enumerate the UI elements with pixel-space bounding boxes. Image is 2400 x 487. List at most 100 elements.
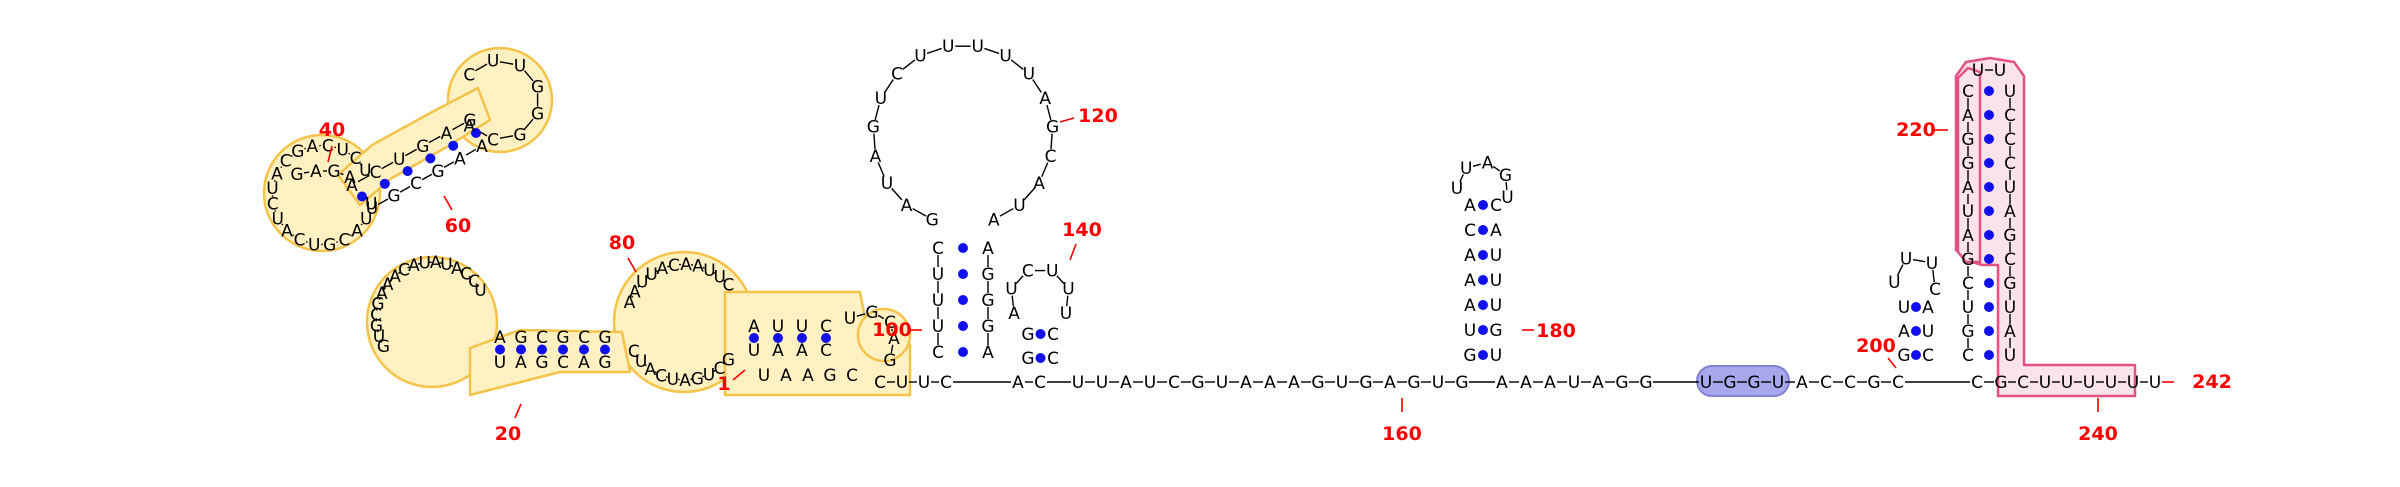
backbone-segment (466, 149, 476, 155)
row-linker160-nt-7: A (1240, 373, 1252, 393)
row-linker200-nt-6: G (1639, 373, 1652, 393)
row-linker160-nt-1: U (1096, 373, 1108, 393)
h120-loop-nt-12: A (1039, 89, 1051, 109)
row-linker200b-nt-2: C (1844, 373, 1856, 393)
pink-hairpin-highlight (1956, 58, 2135, 396)
da-up3-nt-0: U (366, 199, 378, 219)
row-tail-nt-1: U (2039, 373, 2051, 393)
h220-stem5-nt-9: G (1961, 130, 1974, 150)
position-label-120: 120 (1078, 105, 1118, 127)
da-apex-nt-2: U (514, 56, 526, 76)
da-leftloop-nt-2: A (351, 222, 363, 242)
h180-stem5-nt-2: A (1464, 296, 1476, 316)
row-linker200b-nt-1: C (1820, 373, 1832, 393)
h120-stem3-nt-3: G (981, 265, 994, 285)
position-label-220: 220 (1896, 119, 1936, 141)
position-label-60: 60 (445, 215, 471, 237)
da-up3-nt-1: G (387, 187, 400, 207)
da-lower-3-nt-0: G (598, 353, 611, 373)
h120-loop-nt-9: U (971, 37, 983, 57)
row-linker200b-nt-4: C (1892, 373, 1904, 393)
da-apex-nt-1: U (487, 52, 499, 72)
h140-stem5-nt-0: G (1021, 349, 1034, 369)
row-tail-nt-6: U (2149, 373, 2161, 393)
row-linker160-nt-14: G (1407, 373, 1420, 393)
base-pair-dot (1478, 350, 1488, 360)
h200-stem3-nt-2: A (1922, 298, 1934, 318)
h220-stem5-nt-10: A (1962, 106, 1974, 126)
h120-stem5-nt-0: C (932, 343, 944, 363)
h180-stem3-nt-5: A (1490, 221, 1502, 241)
base-pair-dot (1911, 302, 1921, 312)
da-up3-nt-4: A (454, 149, 466, 169)
row-b-nt-1: C (1034, 373, 1046, 393)
h180-stem5-nt-4: A (1464, 246, 1476, 266)
da-apex-nt-4: G (531, 105, 544, 125)
da-loop40-nt-2: G (327, 162, 340, 182)
h120-loop-nt-16: U (1013, 196, 1025, 216)
h120-loop-nt-1: A (901, 196, 913, 216)
backbone-segment (984, 48, 999, 53)
h200-stem3-nt-0: C (1922, 346, 1934, 366)
da-midloop-nt-4: U (440, 255, 452, 275)
position-label-100: 100 (872, 319, 912, 341)
h140-loop-nt-4: U (1062, 280, 1074, 300)
h220-stem5-nt-11: C (1962, 82, 1974, 102)
h180-stem3-nt-1: G (1489, 321, 1502, 341)
da-tip-nt-4: G (883, 351, 896, 371)
da-start-nt-1: A (780, 366, 792, 386)
position-tick (1070, 244, 1076, 260)
da-up5-nt-4: A (441, 124, 453, 144)
h220-apex-nt-0: U (1972, 61, 1984, 81)
backbone-segment (913, 209, 926, 217)
da-apex-nt-6: C (487, 130, 499, 150)
h120-stem3-nt-0: A (982, 343, 994, 363)
base-pair-dot (1984, 158, 1994, 168)
h220-stem5-nt-1: G (1961, 322, 1974, 342)
h200-loop-nt-2: U (1926, 254, 1938, 274)
da-loop80-nt-10: C (722, 276, 734, 296)
da-lower-5-nt-1: C (578, 328, 590, 348)
row-blue-nt-3: U (1772, 373, 1784, 393)
backbone-segment (903, 60, 915, 69)
h180-stem5-nt-3: A (1464, 271, 1476, 291)
backbone-segment (927, 48, 942, 53)
h120-stem3-nt-4: A (982, 239, 994, 259)
h140-loop-nt-2: C (1022, 262, 1034, 282)
position-tick (628, 258, 636, 272)
h140-stem3-nt-0: C (1047, 349, 1059, 369)
da-start-nt-2: A (802, 366, 814, 386)
backbone-segment (1913, 260, 1925, 262)
h120-loop-nt-8: U (942, 37, 954, 57)
h180-stem3-nt-2: U (1490, 296, 1502, 316)
h220-stem3-nt-4: C (2004, 250, 2016, 270)
da-inner-bot-nt-3: C (820, 341, 832, 361)
h180-stem5-nt-5: C (1464, 221, 1476, 241)
base-pair-dot (1984, 182, 1994, 192)
h220-apex-nt-1: U (1994, 61, 2006, 81)
h220-stem3-nt-6: A (2004, 202, 2016, 222)
da-apex-nt-3: G (531, 77, 544, 97)
base-pair-dot (1984, 86, 1994, 96)
row-linker160-nt-5: G (1191, 373, 1204, 393)
h120-loop-nt-2: U (881, 174, 893, 194)
base-pair-dot (1478, 225, 1488, 235)
da-leftloop-nt-16: U (336, 140, 348, 160)
base-pair-dot (958, 347, 968, 357)
h140-loop-nt-5: U (1060, 304, 1072, 324)
h140-loop-nt-0: A (1008, 304, 1020, 324)
position-tick (1888, 358, 1896, 368)
row-tail-nt-3: U (2083, 373, 2095, 393)
h140-loop-nt-3: U (1046, 262, 1058, 282)
da-start-nt-0: U (758, 366, 770, 386)
position-label-240: 240 (2078, 423, 2118, 445)
base-pair-dot (1478, 300, 1488, 310)
h200-stem5-nt-1: A (1898, 322, 1910, 342)
da-leftloop-nt-14: A (307, 137, 319, 157)
row-linker160-nt-9: A (1288, 373, 1300, 393)
da-up5-nt-1: C (370, 163, 382, 183)
base-pair-dot (1984, 326, 1994, 336)
da-lower-5-nt-5: A (494, 328, 506, 348)
row-a-nt-3: C (940, 373, 952, 393)
